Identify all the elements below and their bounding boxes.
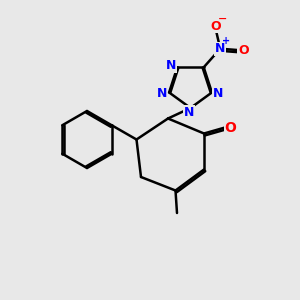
Text: +: +: [222, 36, 230, 46]
Text: N: N: [213, 88, 223, 100]
Text: N: N: [215, 42, 225, 55]
Text: N: N: [166, 59, 176, 72]
Text: −: −: [218, 14, 227, 24]
Text: N: N: [184, 106, 194, 119]
Text: O: O: [210, 20, 221, 33]
Text: O: O: [238, 44, 249, 57]
Text: N: N: [156, 88, 167, 100]
Text: O: O: [224, 121, 236, 134]
